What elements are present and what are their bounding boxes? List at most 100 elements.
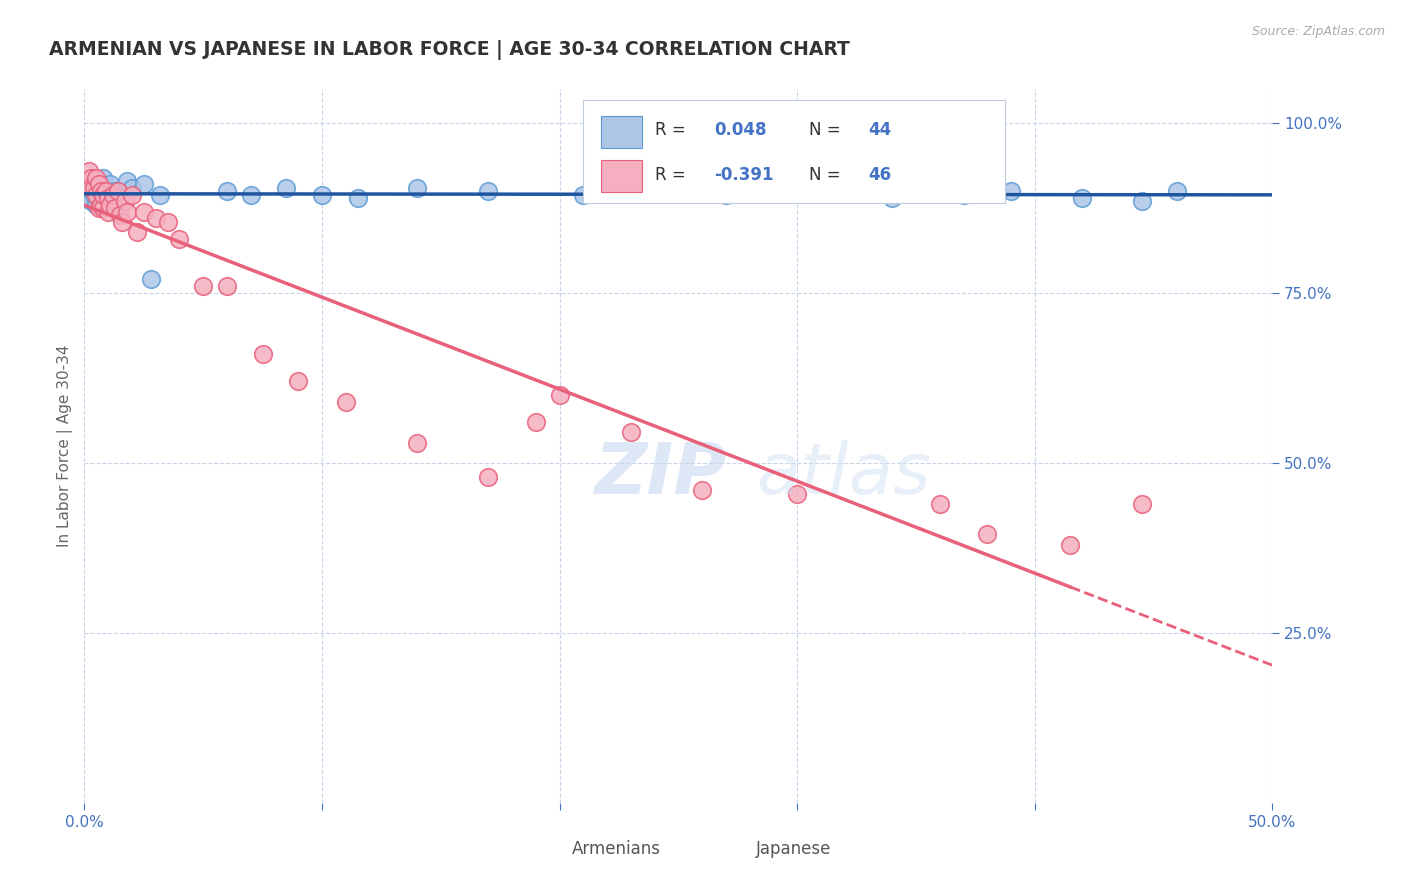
Point — [93, 187, 115, 202]
Point — [132, 204, 155, 219]
Point — [115, 174, 138, 188]
Point — [80, 180, 103, 194]
Point — [215, 184, 238, 198]
Y-axis label: In Labor Force | Age 30-34: In Labor Force | Age 30-34 — [58, 344, 73, 548]
Point — [83, 187, 105, 202]
Point — [77, 178, 100, 192]
Point — [90, 194, 112, 209]
Point — [477, 469, 499, 483]
Point — [406, 435, 429, 450]
Point — [90, 180, 112, 194]
Point — [101, 187, 124, 202]
Point — [139, 272, 162, 286]
Point — [125, 225, 148, 239]
Point — [77, 163, 100, 178]
Point — [80, 180, 103, 194]
FancyBboxPatch shape — [602, 161, 641, 192]
Text: N =: N = — [808, 121, 846, 139]
Text: -0.391: -0.391 — [714, 166, 773, 184]
Point — [346, 191, 368, 205]
Point — [83, 174, 105, 188]
Point — [84, 187, 107, 202]
Point — [115, 204, 138, 219]
Point — [93, 187, 115, 202]
Point — [156, 215, 179, 229]
Point — [90, 184, 112, 198]
Point — [107, 184, 129, 198]
Text: ZIP: ZIP — [595, 440, 727, 509]
Point — [83, 180, 105, 194]
Point — [111, 215, 134, 229]
Text: ARMENIAN VS JAPANESE IN LABOR FORCE | AGE 30-34 CORRELATION CHART: ARMENIAN VS JAPANESE IN LABOR FORCE | AG… — [49, 40, 851, 60]
Point — [76, 184, 98, 198]
Point — [90, 198, 112, 212]
Point — [644, 180, 666, 194]
Text: 46: 46 — [869, 166, 891, 184]
FancyBboxPatch shape — [711, 837, 748, 865]
Point — [976, 527, 998, 541]
Point — [406, 180, 429, 194]
Point — [928, 497, 950, 511]
Point — [94, 180, 117, 194]
Point — [215, 279, 238, 293]
Point — [149, 187, 172, 202]
FancyBboxPatch shape — [583, 100, 1005, 203]
Point — [882, 191, 904, 205]
Point — [104, 201, 127, 215]
Point — [84, 170, 107, 185]
Point — [93, 170, 115, 185]
Point — [97, 191, 120, 205]
Point — [121, 180, 143, 194]
Text: 44: 44 — [869, 121, 891, 139]
Point — [80, 170, 103, 185]
Point — [80, 194, 103, 209]
Point — [1071, 191, 1094, 205]
Point — [1059, 537, 1081, 551]
Point — [76, 178, 98, 192]
Point — [335, 394, 357, 409]
Point — [786, 486, 808, 500]
Point — [169, 232, 191, 246]
Text: R =: R = — [655, 166, 690, 184]
Point — [87, 201, 110, 215]
Point — [100, 178, 122, 192]
Point — [952, 187, 974, 202]
Point — [121, 187, 143, 202]
Text: Source: ZipAtlas.com: Source: ZipAtlas.com — [1251, 25, 1385, 38]
Point — [77, 187, 100, 202]
Point — [97, 194, 120, 209]
Point — [252, 347, 274, 361]
Point — [690, 483, 713, 498]
Point — [145, 211, 167, 226]
Point — [100, 198, 122, 212]
FancyBboxPatch shape — [527, 837, 564, 865]
Text: R =: R = — [655, 121, 690, 139]
Point — [1166, 184, 1188, 198]
Point — [84, 184, 107, 198]
Point — [810, 184, 832, 198]
Point — [1130, 194, 1153, 209]
Point — [104, 184, 127, 198]
Point — [108, 208, 131, 222]
Point — [572, 187, 595, 202]
Point — [191, 279, 215, 293]
Text: atlas: atlas — [755, 440, 931, 509]
Point — [132, 178, 155, 192]
Point — [101, 187, 124, 202]
Text: N =: N = — [808, 166, 846, 184]
Point — [1130, 497, 1153, 511]
FancyBboxPatch shape — [602, 116, 641, 147]
Point — [477, 184, 499, 198]
Point — [84, 198, 107, 212]
Point — [87, 178, 110, 192]
Point — [114, 194, 136, 209]
Point — [108, 191, 131, 205]
Point — [87, 191, 110, 205]
Point — [524, 415, 547, 429]
Point — [548, 388, 571, 402]
Text: 0.048: 0.048 — [714, 121, 766, 139]
Text: Armenians: Armenians — [571, 840, 661, 858]
Point — [97, 204, 120, 219]
Point — [239, 187, 262, 202]
Point — [714, 187, 737, 202]
